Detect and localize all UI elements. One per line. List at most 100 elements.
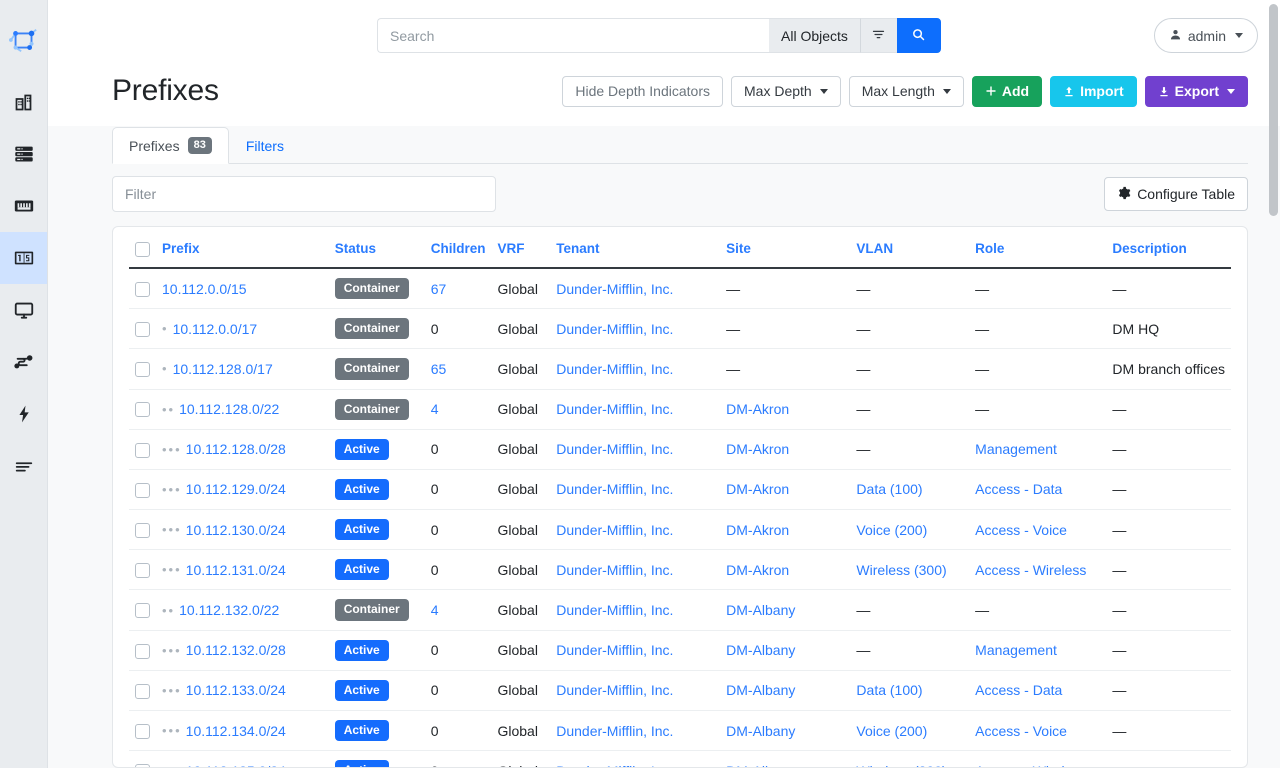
tab-prefixes[interactable]: Prefixes 83 [112,127,229,164]
sidebar-item-connections[interactable] [0,180,47,232]
tenant-value[interactable]: Dunder-Mifflin, Inc. [556,682,674,699]
column-header-role[interactable]: Role [969,227,1107,269]
row-checkbox[interactable] [135,442,150,458]
row-checkbox[interactable] [135,322,150,338]
export-button[interactable]: Export [1144,75,1248,107]
role-value[interactable]: Access - Data [975,481,1063,498]
tenant-value[interactable]: Dunder-Mifflin, Inc. [556,642,674,659]
sidebar-item-power[interactable] [0,388,47,440]
prefix-link[interactable]: 10.112.128.0/17 [172,360,273,377]
vlan-value[interactable]: Voice (200) [856,722,928,739]
prefix-link[interactable]: 10.112.128.0/28 [185,441,286,458]
row-checkbox[interactable] [135,723,150,739]
filter-input[interactable] [112,176,496,212]
site-value[interactable]: DM-Akron [726,561,790,578]
site-value[interactable]: DM-Albany [726,763,795,767]
select-all-checkbox[interactable] [135,241,150,257]
sidebar-item-other[interactable] [0,440,47,492]
tenant-value[interactable]: Dunder-Mifflin, Inc. [556,401,674,418]
configure-table-button[interactable]: Configure Table [1104,177,1248,211]
site-value[interactable]: DM-Albany [726,722,796,739]
children-count[interactable]: 65 [430,360,447,377]
role-value[interactable]: Access - Voice [975,521,1067,538]
children-count[interactable]: 4 [430,602,439,619]
site-value[interactable]: DM-Akron [726,521,790,538]
column-header-children[interactable]: Children [424,227,492,269]
site-value[interactable]: DM-Akron [726,481,790,498]
row-checkbox[interactable] [135,683,150,699]
role-value[interactable]: Access - Data [975,682,1063,699]
tab-filters[interactable]: Filters [229,127,301,164]
role-value[interactable]: Management [975,642,1057,659]
site-value[interactable]: DM-Akron [726,441,790,458]
prefix-link[interactable]: 10.112.131.0/24 [185,561,286,578]
tenant-value[interactable]: Dunder-Mifflin, Inc. [556,521,674,538]
page-scrollbar[interactable] [1269,4,1278,216]
role-value[interactable]: Access - Wireless [975,561,1087,578]
tenant-value[interactable]: Dunder-Mifflin, Inc. [556,481,674,498]
children-count[interactable]: 4 [430,401,439,418]
row-checkbox[interactable] [135,362,150,378]
site-value[interactable]: DM-Albany [726,642,796,659]
import-button[interactable]: Import [1050,75,1137,107]
row-checkbox[interactable] [135,563,150,579]
vlan-value[interactable]: Data (100) [856,682,923,699]
tenant-value[interactable]: Dunder-Mifflin, Inc. [556,360,674,377]
row-checkbox[interactable] [135,764,150,767]
tenant-value[interactable]: Dunder-Mifflin, Inc. [556,763,673,767]
search-scope-dropdown[interactable]: All Objects [769,18,860,53]
role-value[interactable]: Management [975,441,1057,458]
row-checkbox[interactable] [135,482,150,498]
sidebar-item-virtualization[interactable] [0,284,47,336]
prefix-link[interactable]: 10.112.132.0/28 [185,642,286,659]
vlan-value[interactable]: Voice (200) [856,521,928,538]
add-button[interactable]: Add [971,75,1043,107]
prefix-link[interactable]: 10.112.132.0/22 [179,602,280,619]
site-value[interactable]: DM-Albany [726,602,796,619]
vlan-value[interactable]: Wireless (300) [856,561,947,578]
hide-depth-indicators-button[interactable]: Hide Depth Indicators [562,75,723,107]
column-header-tenant[interactable]: Tenant [550,227,721,269]
search-submit-button[interactable] [896,18,941,53]
tenant-value[interactable]: Dunder-Mifflin, Inc. [556,561,674,578]
column-header-site[interactable]: Site [720,227,851,269]
max-length-button[interactable]: Max Length [848,75,964,107]
vlan-value[interactable]: Wireless (300) [856,763,946,767]
prefix-link[interactable]: 10.112.0.0/17 [172,320,258,337]
site-value[interactable]: DM-Akron [726,401,790,418]
search-filter-button[interactable] [859,18,897,53]
prefix-link[interactable]: 10.112.130.0/24 [185,521,286,538]
vlan-value[interactable]: Data (100) [856,481,923,498]
column-header-status[interactable]: Status [328,227,425,269]
row-checkbox[interactable] [135,643,150,659]
sidebar-item-organization[interactable] [0,76,47,128]
column-header-vrf[interactable]: VRF [491,227,551,269]
prefix-link[interactable]: 10.112.129.0/24 [185,481,286,498]
role-value[interactable]: Access - Voice [975,722,1067,739]
tenant-value[interactable]: Dunder-Mifflin, Inc. [556,320,674,337]
row-checkbox[interactable] [135,402,150,418]
netbox-logo-icon[interactable] [0,14,47,66]
tenant-value[interactable]: Dunder-Mifflin, Inc. [556,280,674,297]
row-checkbox[interactable] [135,523,150,539]
sidebar-item-circuits[interactable] [0,336,47,388]
children-count[interactable]: 67 [430,280,447,297]
tenant-value[interactable]: Dunder-Mifflin, Inc. [556,441,674,458]
sidebar-item-devices[interactable] [0,128,47,180]
prefix-link[interactable]: 10.112.133.0/24 [185,682,286,699]
prefix-link[interactable]: 10.112.135.0/24 [186,763,286,767]
user-menu-button[interactable]: admin [1153,18,1258,53]
prefix-link[interactable]: 10.112.134.0/24 [185,722,286,739]
prefix-link[interactable]: 10.112.0.0/15 [162,280,247,297]
column-header-description[interactable]: Description [1106,227,1231,269]
site-value[interactable]: DM-Albany [726,682,796,699]
tenant-value[interactable]: Dunder-Mifflin, Inc. [556,602,674,619]
row-checkbox[interactable] [135,603,150,619]
prefix-link[interactable]: 10.112.128.0/22 [179,401,280,418]
column-header-vlan[interactable]: VLAN [850,227,970,269]
role-value[interactable]: Access - Wireless [975,763,1086,767]
search-input[interactable] [377,18,769,53]
sidebar-item-ipam[interactable] [0,232,47,284]
max-depth-button[interactable]: Max Depth [731,75,841,107]
column-header-prefix[interactable]: Prefix [156,227,329,269]
